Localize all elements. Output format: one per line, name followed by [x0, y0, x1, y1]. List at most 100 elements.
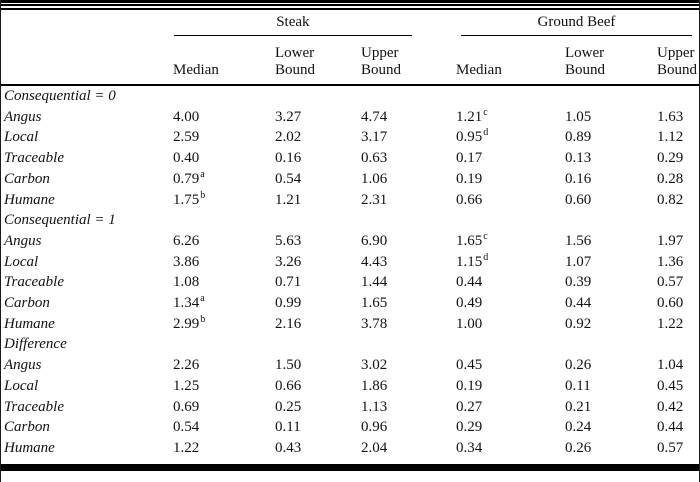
col-header-steak-upper-bound: Upper Bound [361, 43, 457, 86]
value-cell: 0.25 [275, 397, 361, 418]
cell-value: 0.89 [565, 129, 592, 146]
row-label: Humane [4, 439, 55, 456]
value-cell: 1.06 [361, 169, 456, 190]
value-cell: 1.07 [565, 252, 657, 273]
value-cell: 0.21 [565, 397, 657, 418]
value-cell: 1.00 [456, 314, 565, 335]
cell-value: 1.75 [173, 191, 200, 208]
col-header-gbeef-upper-bound: Upper Bound [657, 43, 699, 86]
table-row: Angus 6.26 5.63 6.90 1.65c 1.56 1.97 [1, 231, 699, 252]
value-cell: 0.60 [657, 293, 699, 314]
value-cell: 0.45 [657, 376, 699, 397]
value-cell: 1.25 [173, 376, 275, 397]
cell-value: 1.44 [361, 274, 388, 291]
cell-value: 1.12 [657, 129, 684, 146]
value-cell: 2.16 [275, 314, 361, 335]
value-cell: 0.57 [657, 272, 699, 293]
cell-value: 0.34 [456, 439, 483, 456]
cell-value: 1.97 [657, 232, 684, 249]
cell-value: 1.36 [657, 253, 684, 270]
cell-value: 0.60 [657, 295, 684, 312]
value-cell: 0.60 [565, 190, 657, 211]
value-cell: 0.44 [657, 417, 699, 438]
table-row: Traceable 0.40 0.16 0.63 0.17 0.13 0.29 [1, 148, 699, 169]
value-cell: 2.04 [361, 438, 456, 459]
cell-value: 1.86 [361, 377, 388, 394]
bottom-rule-gap [1, 458, 699, 464]
cell-value: 1.50 [275, 357, 302, 374]
value-cell: 0.49 [456, 293, 565, 314]
value-cell: 4.43 [361, 252, 456, 273]
value-cell: 0.44 [565, 293, 657, 314]
value-cell: 0.54 [275, 169, 361, 190]
cell-value: 0.21 [565, 398, 592, 415]
table-body: Consequential = 0 Angus 4.00 3.27 4.74 1.21c 1… [1, 85, 699, 459]
bottom-thick-rule [1, 463, 699, 471]
value-cell: 0.11 [275, 417, 361, 438]
section-header: Consequential = 1 [4, 212, 116, 229]
row-label: Angus [4, 108, 42, 125]
cell-value: 2.59 [173, 129, 200, 146]
cell-value: 2.31 [361, 191, 388, 208]
table-row: Traceable 0.69 0.25 1.13 0.27 0.21 0.42 [1, 397, 699, 418]
cell-value: 0.42 [657, 398, 684, 415]
top-double-rule [1, 0, 699, 10]
cell-value: 0.11 [275, 419, 301, 436]
value-cell: 1.34a [173, 293, 275, 314]
cell-value: 0.24 [565, 419, 592, 436]
value-cell: 0.28 [657, 169, 699, 190]
cell-value: 0.54 [275, 170, 302, 187]
footnote-marker: b [200, 189, 206, 201]
value-cell: 1.36 [657, 252, 699, 273]
footnote-marker: c [483, 106, 488, 118]
cell-value: 0.27 [456, 398, 483, 415]
value-cell: 6.90 [361, 231, 456, 252]
value-cell: 0.92 [565, 314, 657, 335]
value-cell: 1.86 [361, 376, 456, 397]
cell-value: 0.26 [565, 439, 592, 456]
value-cell: 0.57 [657, 438, 699, 459]
value-cell: 0.99 [275, 293, 361, 314]
cell-value: 1.65 [361, 295, 388, 312]
col-header-gbeef-median: Median [456, 43, 566, 86]
value-cell: 0.19 [456, 376, 565, 397]
value-cell: 0.29 [657, 148, 699, 169]
cell-value: 1.08 [173, 274, 200, 291]
cell-value: 1.07 [565, 253, 592, 270]
value-cell: 4.00 [173, 107, 275, 128]
value-cell: 0.66 [456, 190, 565, 211]
value-cell: 1.12 [657, 127, 699, 148]
cell-value: 0.96 [361, 419, 388, 436]
value-cell: 3.78 [361, 314, 456, 335]
section-header: Difference [4, 336, 67, 353]
cell-value: 0.44 [657, 419, 684, 436]
cell-value: 0.19 [456, 377, 483, 394]
wtp-table: Steak Ground Beef Median Lower Bound Upp… [1, 10, 699, 459]
value-cell: 0.96 [361, 417, 456, 438]
table-row: Traceable 1.08 0.71 1.44 0.44 0.39 0.57 [1, 272, 699, 293]
cell-value: 0.49 [456, 295, 483, 312]
cell-value: 1.25 [173, 377, 200, 394]
value-cell: 1.08 [173, 272, 275, 293]
cell-value: 1.21 [456, 108, 483, 125]
row-label: Angus [4, 357, 42, 374]
value-cell: 1.21 [275, 190, 361, 211]
value-cell: 1.97 [657, 231, 699, 252]
cell-value: 0.66 [275, 377, 302, 394]
value-cell: 0.16 [275, 148, 361, 169]
value-cell: 3.27 [275, 107, 361, 128]
cell-value: 1.05 [565, 108, 592, 125]
cell-value: 4.74 [361, 108, 388, 125]
value-cell: 0.11 [565, 376, 657, 397]
table-row: Carbon 0.54 0.11 0.96 0.29 0.24 0.44 [1, 417, 699, 438]
cell-value: 1.15 [456, 253, 483, 270]
cell-value: 4.43 [361, 253, 388, 270]
cell-value: 0.29 [456, 419, 483, 436]
cell-value: 2.26 [173, 357, 200, 374]
cell-value: 1.04 [657, 357, 684, 374]
cell-value: 0.45 [657, 377, 684, 394]
value-cell: 0.82 [657, 190, 699, 211]
cell-value: 0.44 [456, 274, 483, 291]
cell-value: 2.16 [275, 315, 302, 332]
value-cell: 1.21c [456, 107, 565, 128]
